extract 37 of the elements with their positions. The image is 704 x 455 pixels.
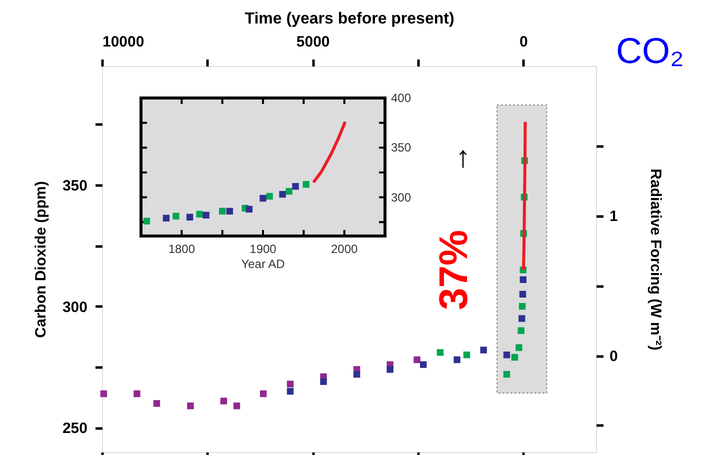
x-axis-title: Time (years before present)	[244, 10, 454, 28]
y-tick-label: 250	[62, 420, 88, 438]
x-axis-title: Year AD	[241, 257, 286, 271]
point	[246, 206, 253, 213]
point	[162, 214, 170, 222]
point	[260, 194, 266, 202]
y-tick-label: 300	[62, 298, 88, 316]
y2-axis-title: Radiative Forcing (W m⁻²)	[646, 168, 664, 350]
x-tick-label: 0	[519, 34, 528, 50]
x-tick-label: 1800	[168, 242, 196, 256]
x-tick-label: 5000	[296, 34, 330, 50]
point	[302, 181, 310, 188]
chart-title: CO₂	[616, 30, 684, 71]
point	[202, 212, 210, 219]
point	[286, 188, 292, 195]
point	[279, 190, 286, 198]
y-tick-label: 300	[391, 190, 412, 204]
y-tick-label: 350	[62, 177, 88, 194]
y-axis-title: Carbon Dioxide (ppm)	[32, 181, 50, 338]
line-series	[312, 120, 347, 184]
point	[186, 214, 194, 220]
point	[226, 208, 234, 215]
point	[196, 210, 203, 218]
annotation: ↑	[456, 141, 470, 174]
y2-tick-label: 0	[610, 348, 618, 365]
point	[172, 212, 180, 220]
y2-tick-label: 1	[610, 208, 618, 226]
annotation: 37%	[432, 230, 476, 310]
y-tick-label: 350	[391, 140, 412, 155]
point	[292, 183, 299, 190]
x-tick-label: 10000	[102, 34, 144, 50]
x-tick-label: 2000	[330, 242, 358, 256]
point	[143, 218, 150, 224]
y-tick-label: 400	[391, 91, 412, 105]
x-tick-label: 1900	[250, 242, 277, 256]
point	[218, 208, 226, 215]
point	[266, 192, 273, 200]
